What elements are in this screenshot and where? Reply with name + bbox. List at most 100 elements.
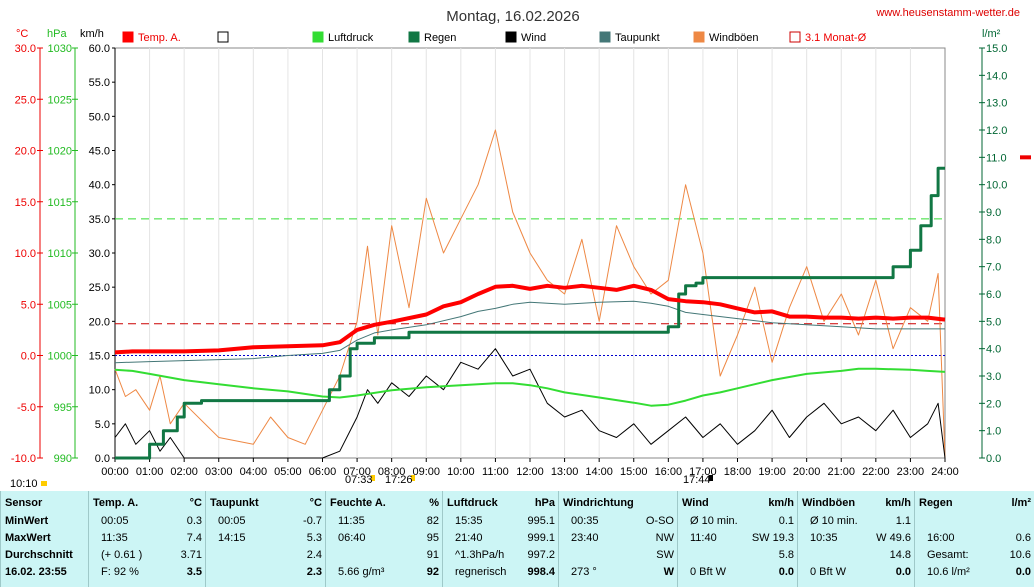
x-tick-label: 10:00 (447, 466, 475, 478)
stats-header-cell: Luftdruck (447, 497, 498, 509)
rain-tick-label: 1.0 (986, 426, 1001, 438)
stats-row: regnerisch 998.4 (447, 564, 555, 580)
wind-tick-label: 20.0 (89, 316, 110, 328)
stats-cell: 3.5 (186, 566, 202, 578)
rain-tick-label: 11.0 (986, 152, 1007, 164)
stats-row: 5.8 (682, 547, 794, 563)
pressure-tick-label: 1025 (48, 94, 72, 106)
stats-cell: 273 ° (571, 566, 597, 578)
stats-cell: SW (656, 549, 674, 561)
stats-cell: 0.1 (778, 515, 794, 527)
x-tick-label: 22:00 (862, 466, 890, 478)
stats-cell: regnerisch (455, 566, 507, 578)
stats-row: 16.02. 23:55 (5, 564, 85, 580)
stats-cell: 00:05 (101, 515, 129, 527)
time-marker-label: 17:44 (683, 474, 711, 486)
stats-cell: 23:40 (571, 532, 599, 544)
x-tick-label: 12:00 (516, 466, 544, 478)
stats-row: Gesamt: 10.6 (919, 547, 1031, 563)
wind-tick-label: 55.0 (89, 77, 110, 89)
rain-tick-label: 4.0 (986, 344, 1001, 356)
stats-cell: 5.3 (306, 532, 322, 544)
x-tick-label: 00:00 (101, 466, 129, 478)
stats-cell: -0.7 (303, 515, 322, 527)
stats-cell: 995.1 (527, 515, 555, 527)
x-tick-label: 05:00 (274, 466, 302, 478)
legend: Temp. A. Luftdruck Regen Wind Taupunkt Windbö… (122, 31, 867, 44)
legend-swatch (693, 31, 705, 43)
stats-cell: Durchschnitt (5, 549, 73, 561)
temp-tick-label: 20.0 (15, 146, 36, 158)
wind-tick-label: 30.0 (89, 248, 110, 260)
rain-tick-label: 15.0 (986, 43, 1007, 55)
wind-tick-label: 50.0 (89, 111, 110, 123)
stats-row: MinWert (5, 513, 85, 529)
stats-cell: Ø 10 min. (690, 515, 738, 527)
x-tick-label: 16:00 (655, 466, 683, 478)
stats-row: 14.8 (802, 547, 911, 563)
stats-row: Durchschnitt (5, 547, 85, 563)
stats-cell: 11:40 (690, 532, 717, 544)
stats-header-cell: Sensor (5, 497, 43, 509)
stats-row: 273 ° W (563, 564, 674, 580)
legend-label: Luftdruck (328, 32, 374, 44)
temp-tick-label: -10.0 (11, 453, 36, 465)
x-tick-label: 08:00 (378, 466, 406, 478)
x-tick-label: 13:00 (551, 466, 579, 478)
temp-tick-label: 0.0 (21, 351, 36, 363)
wind-tick-label: 0.0 (95, 453, 110, 465)
stats-cell: 16:00 (927, 532, 955, 544)
rain-tick-label: 10.0 (986, 180, 1007, 192)
stats-row: (+ 0.61 ) 3.71 (93, 547, 202, 563)
wind-tick-label: 15.0 (89, 351, 110, 363)
stats-row: 11:35 7.4 (93, 530, 202, 546)
stats-cell: 3.71 (180, 549, 202, 561)
stats-cell: 0.0 (778, 566, 794, 578)
stats-row: 16:00 0.6 (919, 530, 1031, 546)
stats-cell: 82 (426, 515, 439, 527)
legend-label: 3.1 Monat-Ø (805, 32, 867, 44)
x-tick-label: 24:00 (931, 466, 959, 478)
x-tick-label: 09:00 (412, 466, 440, 478)
stats-cell: 0.6 (1015, 532, 1031, 544)
x-tick-label: 20:00 (793, 466, 821, 478)
stats-cell: 15:35 (455, 515, 483, 527)
stats-column: Feuchte A.% 11:35 82 06:40 95 91 5.66 g/m³ 92 (325, 491, 443, 587)
legend-swatch (122, 31, 134, 43)
stats-header-cell: hPa (534, 497, 555, 509)
stats-header-cell: Taupunkt (210, 497, 259, 509)
x-tick-label: 03:00 (205, 466, 233, 478)
series-line-windb-en (114, 129, 946, 459)
stats-header-cell: l/m² (1011, 497, 1031, 509)
wind-tick-label: 45.0 (89, 146, 110, 158)
stats-row: SW (563, 547, 674, 563)
stats-column: Windrichtung 00:35 O-SO 23:40 NW SW 273 ° W (558, 491, 678, 587)
site-url: www.heusenstamm-wetter.de (875, 7, 1020, 19)
stats-cell: 11:35 (338, 515, 365, 527)
stats-cell: 14.8 (889, 549, 911, 561)
rain-tick-label: 12.0 (986, 125, 1007, 137)
rain-tick-label: 9.0 (986, 207, 1001, 219)
stats-header: Regen l/m² (919, 495, 1031, 511)
stats-header-cell: °C (189, 497, 202, 509)
time-marker-label: 07:33 (345, 474, 373, 486)
stats-header: Sensor (5, 495, 85, 511)
stats-cell: 10:35 (810, 532, 838, 544)
time-marker-icon (709, 475, 713, 481)
stats-row: Ø 10 min. 1.1 (802, 513, 911, 529)
stats-cell: 7.4 (186, 532, 202, 544)
stats-header: Feuchte A.% (330, 495, 439, 511)
pressure-tick-label: 995 (54, 402, 72, 414)
temp-tick-label: 5.0 (21, 299, 36, 311)
legend-swatch (789, 31, 801, 43)
rain-axis-unit: l/m² (982, 28, 1001, 40)
stats-column: Luftdruck hPa 15:35 995.1 21:40 999.1 ^1.3hPa/… (442, 491, 559, 587)
legend-swatch (599, 31, 611, 43)
stats-row: 14:15 5.3 (210, 530, 322, 546)
x-tick-label: 14:00 (585, 466, 613, 478)
legend-swatch (408, 31, 420, 43)
legend-label: Temp. A. (138, 32, 181, 44)
stats-cell: 00:35 (571, 515, 599, 527)
stats-cell: 06:40 (338, 532, 366, 544)
stats-cell: Gesamt: (927, 549, 969, 561)
